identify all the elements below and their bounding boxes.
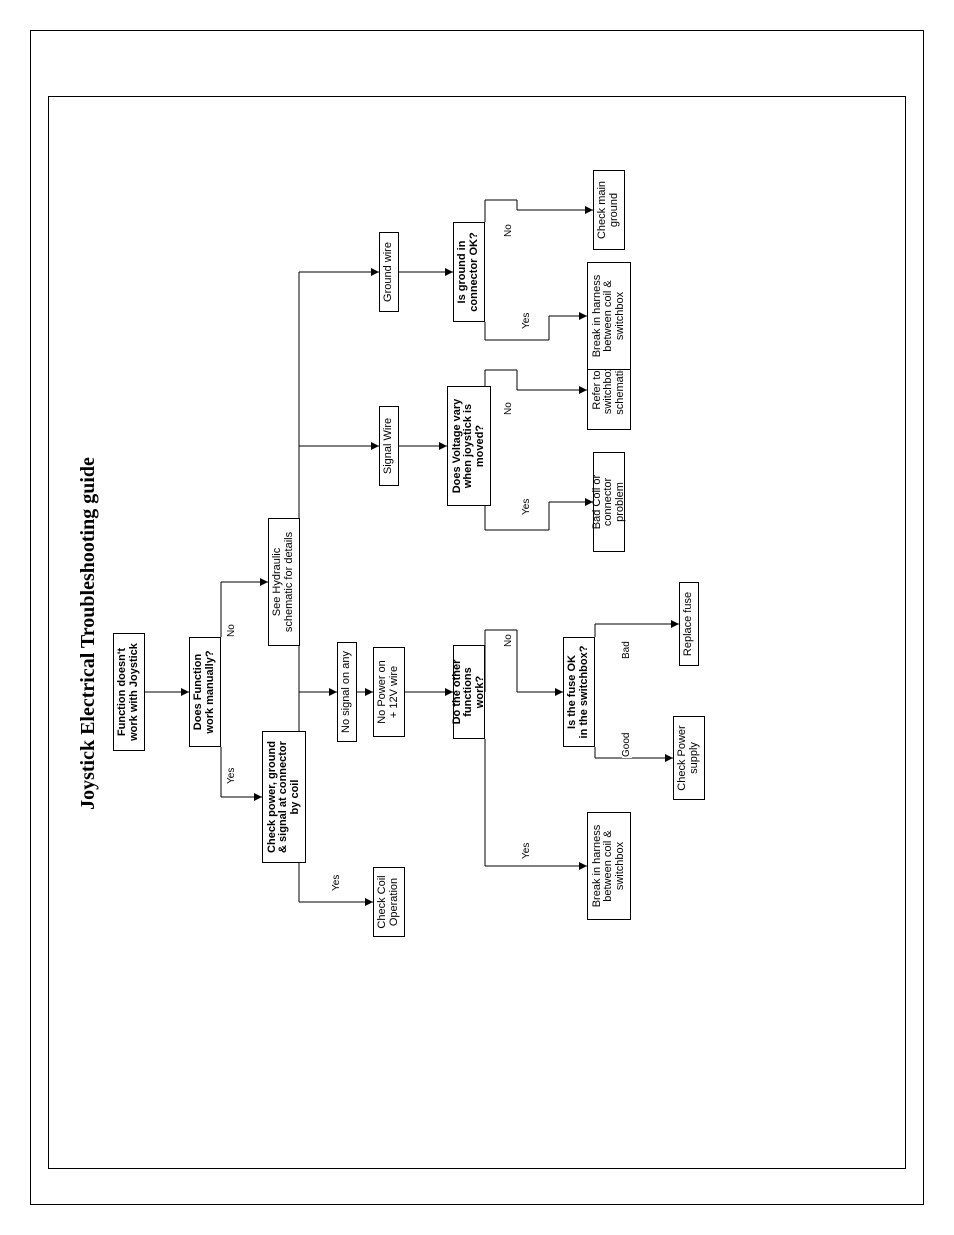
diagram-frame: Joystick Electrical Troubleshooting guid… — [48, 96, 906, 1169]
label-bad: Bad — [622, 640, 632, 660]
label-yes2: Yes — [332, 874, 342, 892]
node-otherfunc: Do the otherfunctions work? — [453, 645, 485, 739]
node-replacefuse: Replace fuse — [679, 582, 699, 666]
node-voltvary: Does Voltage varywhen joystick ismoved? — [447, 386, 491, 506]
node-break1: Break in harnessbetween coil &switchbox — [587, 812, 631, 920]
label-good: Good — [622, 732, 632, 758]
node-break2: Break in harnessbetween coil &switchbox — [587, 262, 631, 370]
label-yes1: Yes — [227, 767, 237, 785]
node-fuseok: Is the fuse OKin the switchbox? — [563, 637, 595, 747]
node-signalwire: Signal Wire — [379, 406, 399, 486]
label-no1: No — [227, 623, 237, 638]
node-groundwire: Ground wire — [379, 232, 399, 312]
node-hydraulic: See Hydraulicschematic for details — [268, 518, 300, 646]
label-yes3: Yes — [522, 842, 532, 860]
label-no5: No — [504, 223, 514, 238]
node-manual: Does Functionwork manually? — [189, 637, 221, 747]
label-yes5: Yes — [522, 312, 532, 330]
flowchart-canvas: Joystick Electrical Troubleshooting guid… — [49, 97, 907, 1170]
node-nosignal: No signal on any — [337, 642, 357, 742]
label-no4: No — [504, 401, 514, 416]
node-checkpgs: Check power, ground& signal at connector… — [262, 731, 306, 863]
node-groundok: Is ground inconnector OK? — [453, 222, 485, 322]
node-nopower: No Power on+ 12V wire — [373, 647, 405, 737]
node-checkmain: Check mainground — [593, 170, 625, 250]
label-yes4: Yes — [522, 498, 532, 516]
label-no3: No — [504, 633, 514, 648]
node-checkcoil: Check CoilOperation — [373, 867, 405, 937]
node-start: Function doesn'twork with Joystick — [113, 633, 145, 751]
node-checkpower: Check Powersupply — [673, 716, 705, 800]
node-badcoil: Bad Coil orconnector problem — [593, 452, 625, 552]
